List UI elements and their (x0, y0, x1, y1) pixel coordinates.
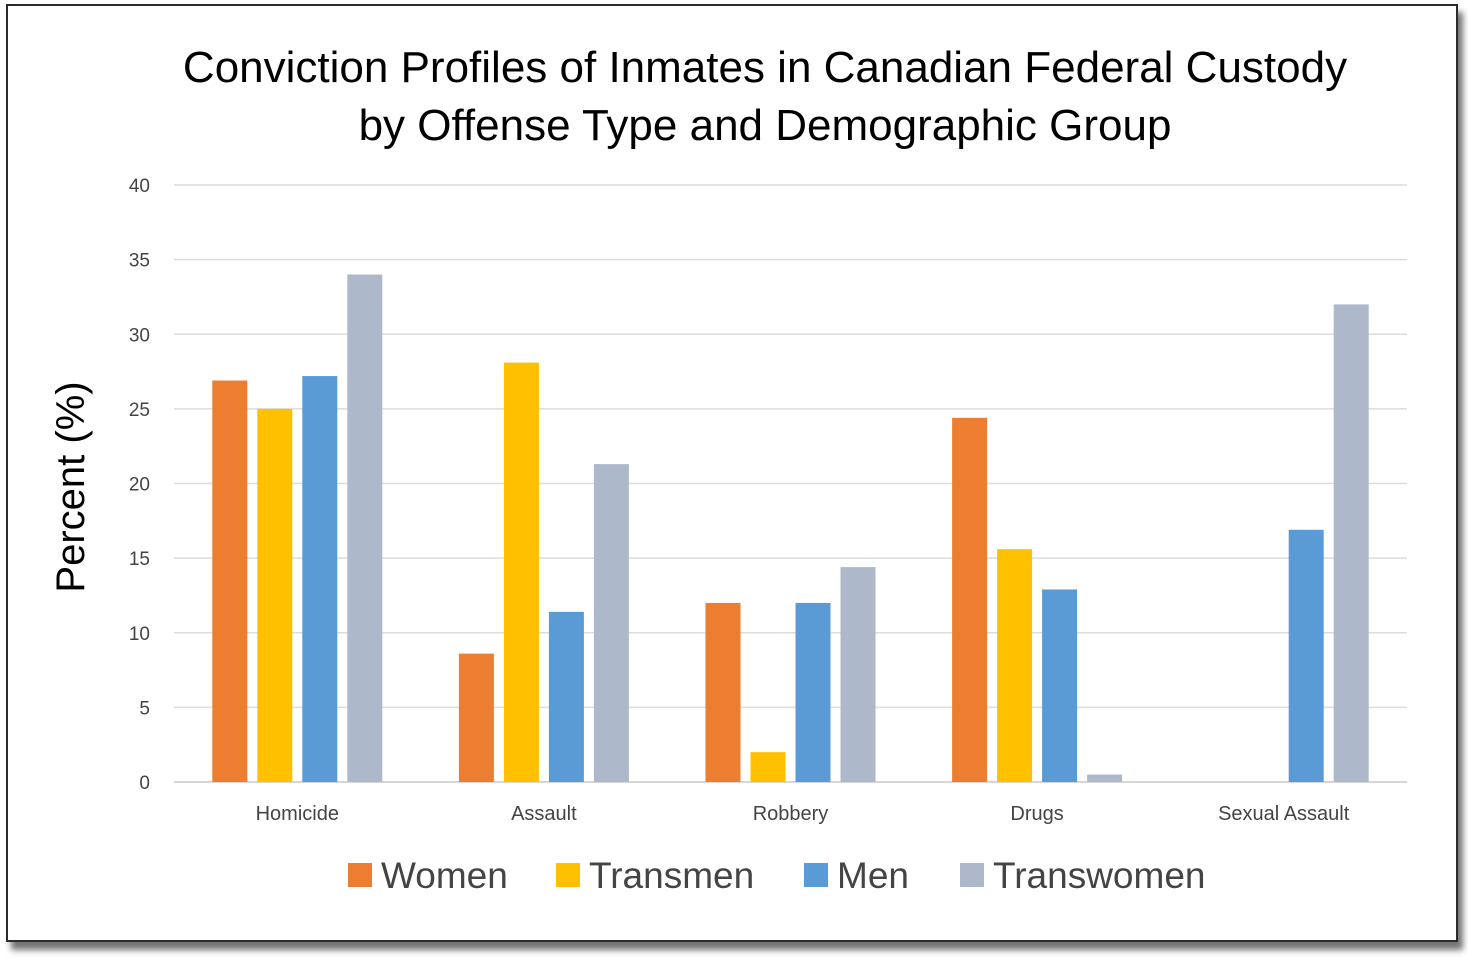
bar-transwomen-drugs (1087, 774, 1123, 782)
chart-title-line-2: by Offense Type and Demographic Group (359, 101, 1172, 150)
legend-label-transmen: Transmen (589, 855, 754, 896)
legend-swatch-transwomen (960, 863, 984, 887)
chart-title-line-1: Conviction Profiles of Inmates in Canadi… (183, 43, 1347, 92)
category-label: Robbery (753, 803, 829, 825)
y-tick-label: 40 (129, 176, 150, 197)
bar-transmen-assault (503, 362, 539, 782)
y-axis-label: Percent (%) (49, 381, 93, 592)
bar-transwomen-robbery (840, 567, 876, 782)
bar-men-drugs (1042, 589, 1078, 782)
category-labels: Homicide Assault Robbery Drugs Sexual Assaul… (256, 803, 1350, 825)
bar-men-sexual-assault (1288, 529, 1324, 782)
bar-transmen-homicide (257, 408, 293, 782)
category-label: Assault (511, 803, 577, 825)
category-label: Homicide (256, 803, 339, 825)
bar-transwomen-assault (593, 464, 629, 782)
y-tick-label: 25 (129, 400, 150, 421)
y-tick-label: 5 (139, 698, 150, 719)
legend: Women Transmen Men Transwomen (348, 855, 1205, 896)
legend-swatch-transmen (556, 863, 580, 887)
bar-transmen-drugs (997, 549, 1033, 782)
y-tick-label: 30 (129, 325, 150, 346)
bar-men-robbery (795, 602, 831, 782)
legend-swatch-women (348, 863, 372, 887)
bar-transmen-robbery (750, 752, 786, 782)
bar-women-drugs (952, 417, 988, 782)
y-tick-label: 0 (139, 773, 150, 794)
bar-women-homicide (212, 380, 248, 782)
bars (212, 274, 1369, 782)
y-tick-label: 20 (129, 475, 150, 496)
legend-label-women: Women (381, 855, 508, 896)
bar-men-assault (548, 611, 584, 782)
bar-women-assault (458, 653, 494, 782)
legend-swatch-men (804, 863, 828, 887)
y-tick-labels: 0 5 10 15 20 25 30 35 40 (129, 176, 150, 794)
chart-frame (6, 4, 1458, 942)
bar-women-robbery (705, 602, 741, 782)
y-tick-label: 10 (129, 624, 150, 645)
category-label: Drugs (1010, 803, 1063, 825)
legend-label-men: Men (837, 855, 909, 896)
legend-label-transwomen: Transwomen (993, 855, 1205, 896)
bar-transwomen-sexual-assault (1333, 304, 1369, 782)
bar-men-homicide (302, 376, 338, 782)
y-tick-label: 15 (129, 549, 150, 570)
category-label: Sexual Assault (1218, 803, 1350, 825)
bar-transwomen-homicide (347, 274, 383, 782)
y-tick-label: 35 (129, 251, 150, 272)
